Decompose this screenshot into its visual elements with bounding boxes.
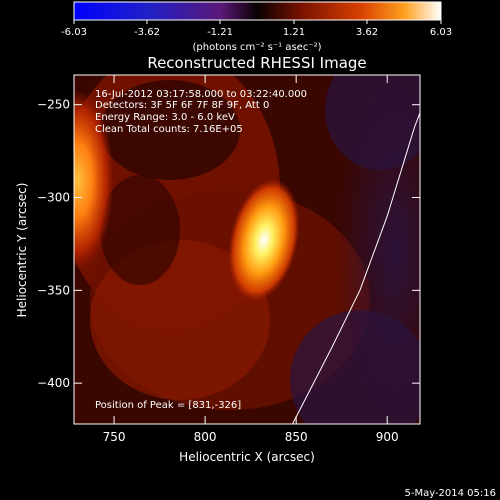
left-source (74, 90, 114, 270)
y-axis: −250 −300 −350 −400 (37, 98, 420, 390)
footer-date: 5-May-2014 05:16 (404, 488, 496, 499)
colorbar-tick-label: 3.62 (356, 27, 378, 38)
peak-source (228, 178, 300, 302)
colorbar (73, 1, 442, 21)
x-tick-label: 750 (103, 430, 126, 444)
solar-limb (292, 111, 420, 424)
x-axis: 750 800 850 900 (103, 75, 399, 444)
heatmap-image (74, 75, 420, 424)
annotation-detectors: Detectors: 3F 5F 6F 7F 8F 9F, Att 0 (95, 100, 269, 111)
colorbar-tick-label: 1.21 (283, 27, 305, 38)
x-axis-label: Heliocentric X (arcsec) (179, 450, 315, 464)
colorbar-tick-label: -3.62 (134, 27, 160, 38)
colorbar-tick-label: 6.03 (430, 27, 452, 38)
x-tick-label: 850 (285, 430, 308, 444)
annotation-peak: Position of Peak = [831,-326] (95, 400, 241, 411)
annotation-clean: Clean Total counts: 7.16E+05 (95, 124, 243, 135)
colorbar-unit-label: (photons cm⁻² s⁻¹ asec⁻²) (192, 42, 321, 53)
y-tick-label: −250 (37, 98, 70, 112)
y-tick-label: −400 (37, 376, 70, 390)
annotation-time-range: 16-Jul-2012 03:17:58.000 to 03:22:40.000 (95, 89, 307, 100)
colorbar-tick-label: -6.03 (61, 27, 87, 38)
chart-title: Reconstructed RHESSI Image (147, 54, 366, 72)
colorbar-ticks (73, 20, 442, 24)
annotation-energy: Energy Range: 3.0 - 6.0 keV (95, 112, 235, 123)
y-axis-label: Heliocentric Y (arcsec) (15, 183, 29, 318)
plot-frame (73, 74, 421, 425)
colorbar-tick-label: -1.21 (207, 27, 233, 38)
y-tick-label: −350 (37, 283, 70, 297)
x-tick-label: 800 (194, 430, 217, 444)
x-tick-label: 900 (376, 430, 399, 444)
y-tick-label: −300 (37, 191, 70, 205)
